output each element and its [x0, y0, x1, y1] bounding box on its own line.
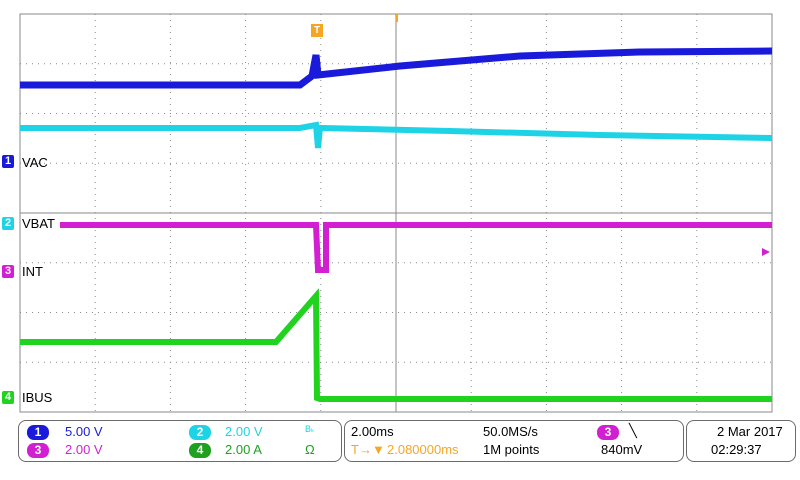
trigger-level: 840mV: [601, 442, 643, 457]
ch3-scale: 2.00 V: [65, 442, 103, 457]
graticule: [19, 13, 773, 413]
record-length: 1M points: [483, 442, 540, 457]
ch3-marker[interactable]: 3: [2, 265, 14, 278]
trigger-source-badge: 3: [597, 425, 619, 440]
ch1-scale: 5.00 V: [65, 424, 103, 439]
trigger-offset: 2.080000ms: [387, 442, 459, 457]
timebase-scale: 2.00ms: [351, 424, 394, 439]
ohm-icon: Ω: [305, 442, 315, 457]
datetime-panel: 2 Mar 2017 02:29:37: [686, 420, 796, 462]
ch4-label: IBUS: [22, 390, 53, 405]
ch4-marker[interactable]: 4: [2, 391, 14, 404]
sample-rate: 50.0MS/s: [483, 424, 538, 439]
ch4-scale: 2.00 A: [225, 442, 262, 457]
time: 02:29:37: [711, 442, 762, 457]
ch2-label: VBAT: [22, 216, 55, 231]
ch2-trace: [20, 121, 773, 149]
trigger-level-marker: [762, 248, 770, 256]
channel-scale-panel[interactable]: 1 5.00 V 2 2.00 V Bₖ 3 2.00 V 4 2.00 A Ω: [18, 420, 342, 462]
ch1-trace: [20, 47, 773, 89]
trigger-offset-icon: T→▼: [351, 442, 385, 457]
ch2-marker[interactable]: 2: [2, 217, 14, 230]
ch2-scale: 2.00 V: [225, 424, 263, 439]
ch3-badge: 3: [27, 443, 49, 458]
ch3-label: INT: [22, 264, 43, 279]
trigger-position-marker[interactable]: T: [311, 24, 323, 37]
ch1-label: VAC: [22, 155, 48, 170]
status-bar: 1 5.00 V 2 2.00 V Bₖ 3 2.00 V 4 2.00 A Ω…: [0, 418, 800, 480]
acquisition-panel[interactable]: 2.00ms 50.0MS/s 3 ╲ T→▼ 2.080000ms 1M po…: [344, 420, 684, 462]
date: 2 Mar 2017: [717, 424, 783, 439]
ch4-badge: 4: [189, 443, 211, 458]
waveform-display: [19, 13, 773, 413]
ch3-trace: [60, 222, 772, 273]
trigger-slope-icon: ╲: [629, 423, 637, 438]
ch1-badge: 1: [27, 425, 49, 440]
ch1-marker[interactable]: 1: [2, 155, 14, 168]
ch4-trace: [20, 288, 772, 402]
ch2-badge: 2: [189, 425, 211, 440]
bandwidth-limit-icon: Bₖ: [305, 424, 315, 434]
